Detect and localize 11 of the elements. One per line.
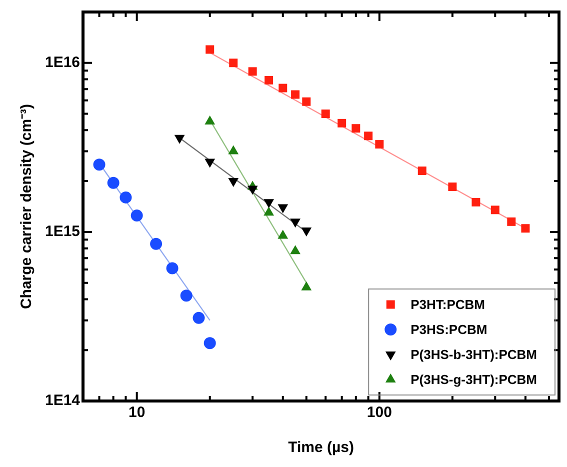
legend-label: P3HT:PCBM	[410, 297, 486, 312]
legend-label: P(3HS-b-3HT):PCBM	[410, 347, 538, 362]
legend-label: P(3HS-g-3HT):PCBM	[410, 372, 538, 388]
y-axis-title: Charge carrier density (cm⁻³)	[18, 104, 36, 310]
y-tick-label: 1E15	[44, 223, 80, 240]
y-tick-label: 1E14	[44, 392, 81, 410]
y-tick-label: 1E16	[44, 54, 80, 72]
x-tick-label: 10	[128, 404, 146, 422]
x-tick-label: 100	[366, 404, 392, 422]
x-axis-title: Time (µs)	[288, 439, 354, 456]
legend-label: P3HS:PCBM	[410, 322, 488, 338]
